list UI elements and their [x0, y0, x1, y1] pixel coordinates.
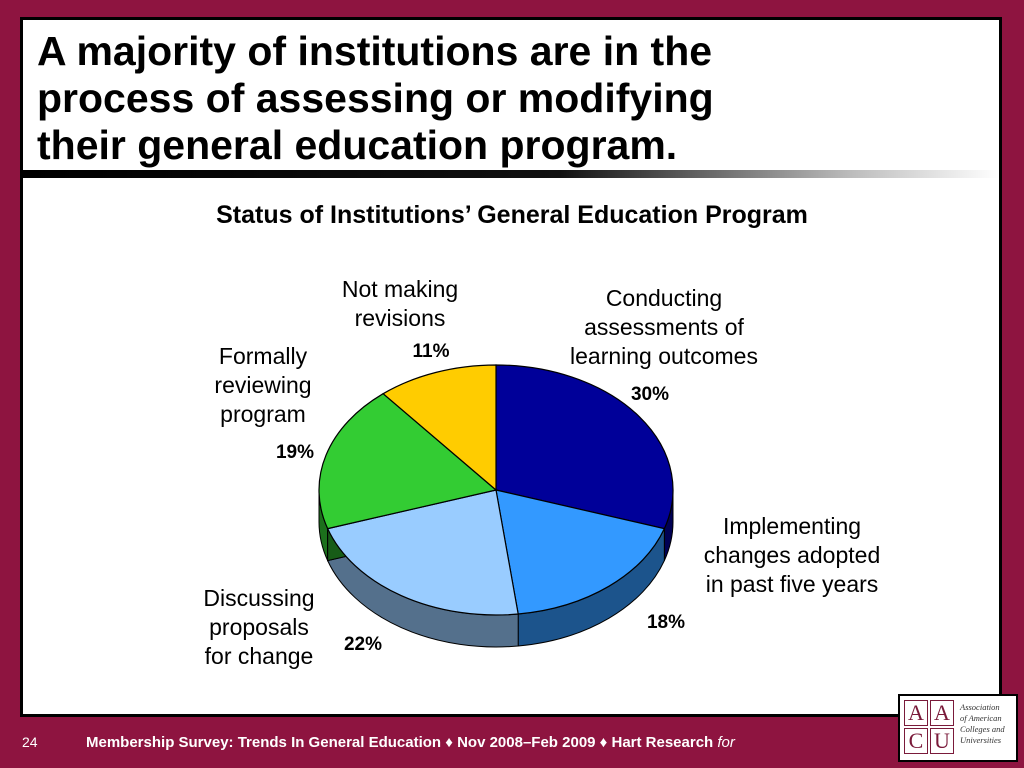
slice-label-line: assessments of	[584, 314, 744, 340]
title-line-1: A majority of institutions are in the	[37, 28, 713, 74]
title-line-3: their general education program.	[37, 122, 678, 168]
slice-label-line: learning outcomes	[570, 343, 758, 369]
slice-label-line: revisions	[355, 305, 446, 331]
slice-label-line: Implementing	[723, 513, 861, 539]
slice-label-line: Not making	[342, 276, 458, 302]
slice-value-2: 22%	[344, 634, 382, 655]
slide-title: A majority of institutions are in the pr…	[37, 28, 987, 169]
logo-line: Association	[960, 702, 1000, 712]
pie-slice-2	[326, 489, 519, 616]
aacu-logo: A A C U Association of American Colleges…	[898, 694, 1018, 762]
slice-value-1: 18%	[647, 612, 685, 633]
logo-line: of American	[960, 713, 1002, 723]
slice-label-line: changes adopted	[704, 542, 881, 568]
pie-slice-4	[382, 364, 497, 492]
footer-main: Membership Survey: Trends In General Edu…	[86, 734, 718, 751]
chart-title: Status of Institutions’ General Educatio…	[216, 201, 808, 229]
logo-line: Universities	[960, 735, 1002, 745]
pie-labels: Conducting assessments of learning outcome…	[203, 276, 880, 669]
pie-slice-0	[495, 364, 674, 530]
title-line-2: process of assessing or modifying	[37, 75, 714, 121]
slice-label-2: Discussing proposals for change	[203, 585, 314, 669]
footer-text: Membership Survey: Trends In General Edu…	[86, 734, 735, 751]
logo-letter: C	[904, 728, 928, 754]
slice-label-1: Implementing changes adopted in past five …	[704, 513, 881, 597]
slice-value-0: 30%	[631, 384, 669, 405]
slice-label-line: Discussing	[203, 585, 314, 611]
title-divider	[23, 170, 999, 178]
slice-label-line: in past five years	[706, 571, 879, 597]
slice-value-4: 11%	[413, 341, 450, 362]
logo-letter: A	[930, 700, 954, 726]
slice-label-4: Not making revisions	[342, 276, 458, 331]
slice-label-line: Formally	[219, 343, 308, 369]
slice-label-line: reviewing	[214, 372, 311, 398]
pie-slice-3	[318, 392, 498, 530]
footer-for: for	[717, 734, 735, 751]
pie-slice-1	[495, 489, 666, 615]
slice-label-line: program	[220, 401, 306, 427]
logo-line: Colleges and	[960, 724, 1005, 734]
slice-label-0: Conducting assessments of learning outcome…	[570, 285, 758, 369]
logo-letter: U	[930, 728, 954, 754]
pie-tops	[318, 364, 674, 616]
logo-letter: A	[904, 700, 928, 726]
slice-label-3: Formally reviewing program	[214, 343, 311, 427]
slice-label-line: Conducting	[606, 285, 722, 311]
slide-number: 24	[22, 734, 38, 750]
slice-label-line: proposals	[209, 614, 309, 640]
slice-value-3: 19%	[276, 442, 314, 463]
slice-label-line: for change	[205, 643, 314, 669]
logo-text: Association of American Colleges and Uni…	[960, 702, 1018, 746]
logo-mark: A A C U	[904, 700, 956, 756]
